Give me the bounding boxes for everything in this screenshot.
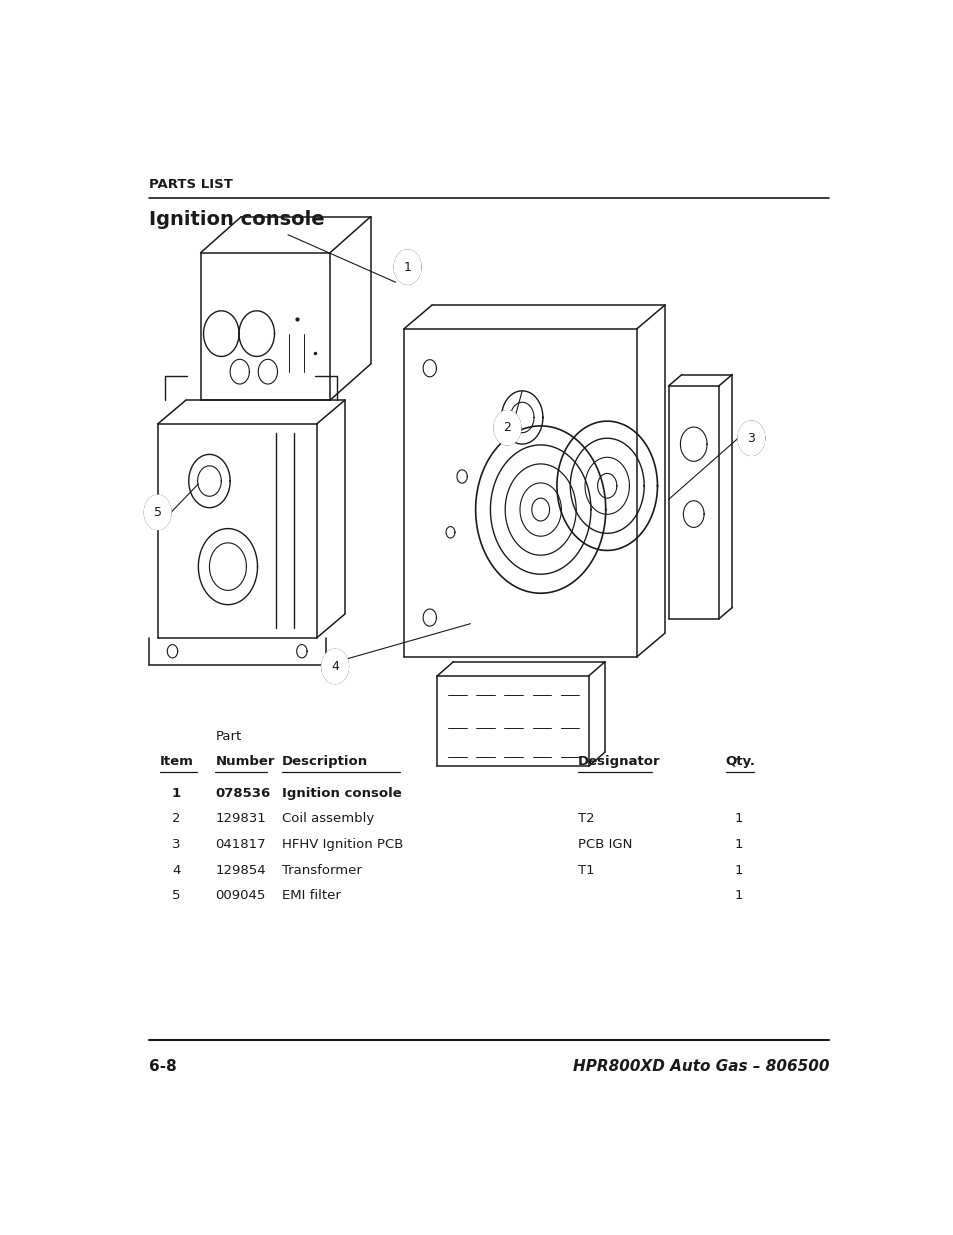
Text: T1: T1 — [577, 863, 594, 877]
Text: Designator: Designator — [577, 756, 659, 768]
Text: 5: 5 — [153, 506, 161, 519]
Text: Ignition console: Ignition console — [282, 787, 401, 799]
Text: 2: 2 — [172, 813, 180, 825]
Text: T2: T2 — [577, 813, 594, 825]
Text: Part: Part — [215, 730, 241, 742]
Text: 129831: 129831 — [215, 813, 266, 825]
Text: 6-8: 6-8 — [149, 1060, 176, 1074]
Text: 041817: 041817 — [215, 839, 266, 851]
Text: HPR800XD Auto Gas – 806500: HPR800XD Auto Gas – 806500 — [572, 1060, 828, 1074]
Text: 1: 1 — [403, 261, 411, 274]
Text: 1: 1 — [172, 787, 180, 799]
Text: 3: 3 — [172, 839, 180, 851]
Text: 2: 2 — [503, 421, 511, 435]
Text: 1: 1 — [734, 839, 742, 851]
Text: Qty.: Qty. — [724, 756, 755, 768]
Text: 4: 4 — [172, 863, 180, 877]
Polygon shape — [738, 421, 764, 456]
Text: 3: 3 — [746, 432, 755, 445]
Text: Number: Number — [215, 756, 274, 768]
Text: EMI filter: EMI filter — [282, 889, 340, 903]
Text: 5: 5 — [172, 889, 180, 903]
Polygon shape — [394, 249, 420, 284]
Text: 1: 1 — [734, 863, 742, 877]
Text: Coil assembly: Coil assembly — [282, 813, 374, 825]
Text: Ignition console: Ignition console — [149, 210, 324, 228]
Text: PARTS LIST: PARTS LIST — [149, 178, 233, 191]
Text: Item: Item — [160, 756, 193, 768]
Text: 129854: 129854 — [215, 863, 266, 877]
Text: 009045: 009045 — [215, 889, 266, 903]
Polygon shape — [321, 650, 348, 684]
Text: Transformer: Transformer — [282, 863, 361, 877]
Polygon shape — [494, 411, 520, 445]
Text: 1: 1 — [734, 889, 742, 903]
Text: 078536: 078536 — [215, 787, 271, 799]
Text: 4: 4 — [331, 659, 338, 673]
Text: HFHV Ignition PCB: HFHV Ignition PCB — [282, 839, 403, 851]
Text: 1: 1 — [734, 813, 742, 825]
Text: Description: Description — [282, 756, 368, 768]
Text: PCB IGN: PCB IGN — [577, 839, 631, 851]
Polygon shape — [144, 495, 171, 530]
